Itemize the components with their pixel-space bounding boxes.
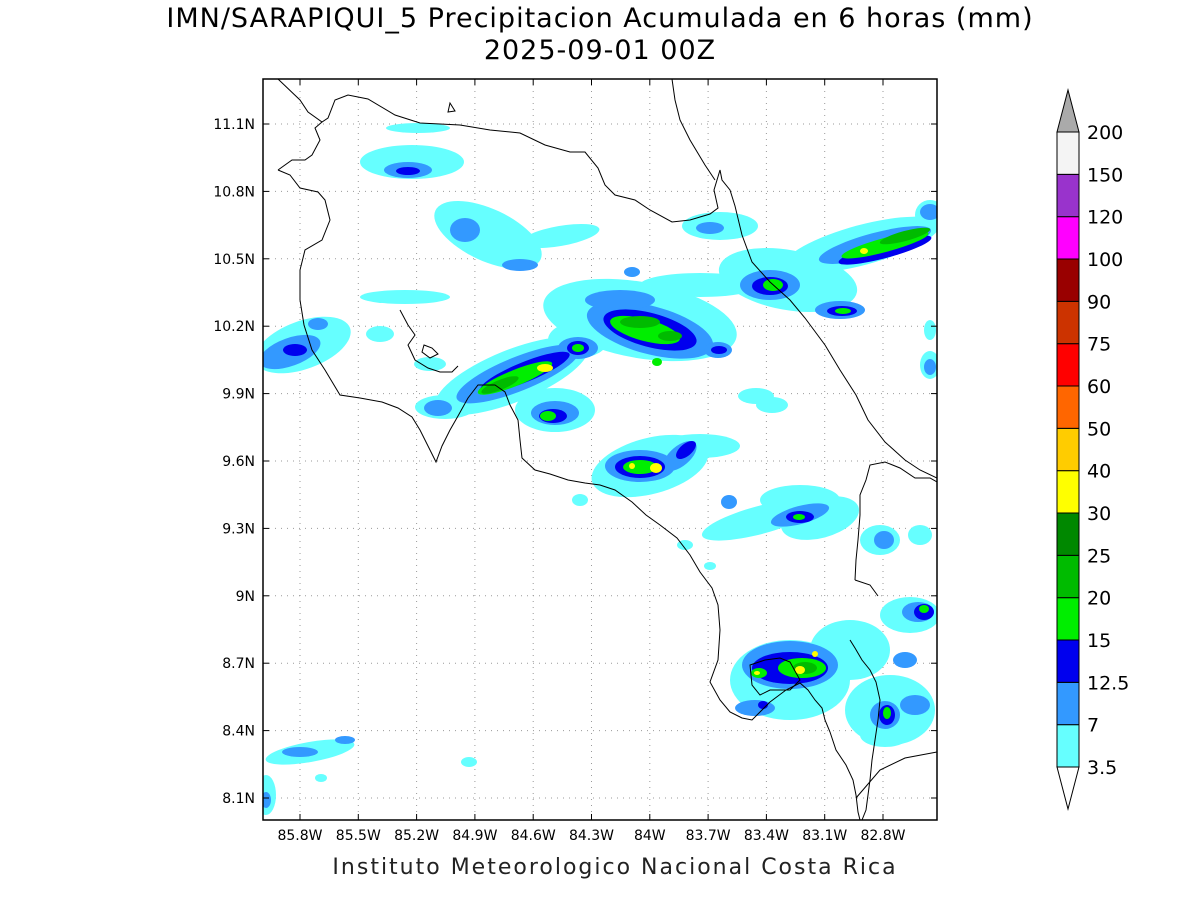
colorbar-swatch [1056, 470, 1080, 514]
colorbar-label: 25 [1087, 545, 1111, 567]
colorbar-label: 200 [1087, 122, 1123, 144]
colorbar-swatch [1056, 343, 1080, 387]
colorbar-high-triangle [1056, 88, 1080, 133]
colorbar-swatch [1056, 216, 1080, 260]
map-gridlines [263, 79, 937, 820]
colorbar-swatch [1056, 724, 1080, 768]
precip-colorbar: 3.5 7 12.5 15 20 25 30 40 50 60 75 90 100 120 150 200 [1056, 88, 1129, 811]
map-frame [262, 78, 938, 821]
colorbar-swatch [1056, 258, 1080, 302]
lon-tick-label: 83.7W [686, 828, 731, 844]
lon-tick-label: 85.5W [336, 828, 381, 844]
precip-level-20 [481, 227, 931, 674]
coastline [277, 79, 937, 820]
lon-tick-label: 83.4W [744, 828, 789, 844]
colorbar-label: 60 [1087, 376, 1111, 398]
lon-tick-label: 84.6W [511, 828, 556, 844]
colorbar-swatch [1056, 173, 1080, 218]
colorbar-label: 7 [1087, 715, 1099, 737]
colorbar-label: 150 [1087, 164, 1123, 186]
lon-tick-label: 85.2W [394, 828, 439, 844]
map-subtitle: 2025-09-01 00Z [483, 35, 717, 66]
lat-tick-label: 10.5N [213, 252, 255, 268]
colorbar-swatch [1056, 385, 1080, 429]
colorbar-label: 3.5 [1087, 757, 1117, 779]
colorbar-swatch [1056, 300, 1080, 345]
lat-tick-label: 9.6N [222, 454, 255, 470]
colorbar-label: 12.5 [1087, 672, 1129, 694]
colorbar-swatch [1056, 512, 1080, 556]
lon-tick-label: 83.1W [802, 828, 847, 844]
colorbar-label: 90 [1087, 291, 1111, 313]
lat-tick-label: 11.1N [213, 117, 255, 133]
lat-tick-label: 9.9N [222, 387, 255, 403]
lon-tick-label: 84.3W [569, 828, 614, 844]
lon-tick-label: 84W [634, 828, 666, 844]
lon-tick-label: 82.8W [860, 828, 905, 844]
colorbar-swatch [1056, 597, 1080, 641]
colorbar-label: 40 [1087, 461, 1111, 483]
lat-tick-label: 10.8N [213, 184, 255, 200]
lat-tick-label: 10.2N [213, 319, 255, 335]
colorbar-label: 120 [1087, 207, 1123, 229]
lat-tick-label: 9.3N [222, 521, 255, 537]
colorbar-label: 100 [1087, 249, 1123, 271]
longitude-axis: 85.8W 85.5W 85.2W 84.9W 84.6W 84.3W 84W 83.7W 83… [277, 79, 906, 844]
colorbar-label: 30 [1087, 503, 1111, 525]
colorbar-swatch [1056, 427, 1080, 472]
lon-tick-label: 85.8W [277, 828, 322, 844]
credit-text: Instituto Meteorologico Nacional Costa R… [332, 855, 898, 880]
precip-level-3-5 [263, 123, 937, 815]
colorbar-swatch [1056, 681, 1080, 726]
lat-tick-label: 8.7N [222, 656, 255, 672]
colorbar-low-triangle [1056, 766, 1080, 811]
lon-tick-label: 84.9W [452, 828, 497, 844]
colorbar-swatch [1056, 131, 1080, 175]
colorbar-label: 20 [1087, 588, 1111, 610]
map-title: IMN/SARAPIQUI_5 Precipitacion Acumulada … [166, 3, 1034, 34]
colorbar-swatch [1056, 639, 1080, 683]
lat-tick-label: 8.1N [222, 791, 255, 807]
precipitation-field [263, 79, 937, 820]
lat-tick-label: 9N [236, 589, 255, 605]
colorbar-swatch [1056, 554, 1080, 599]
colorbar-label: 15 [1087, 630, 1111, 652]
precip-level-30 [537, 248, 868, 675]
lat-tick-label: 8.4N [222, 724, 255, 740]
latitude-axis: 11.1N 10.8N 10.5N 10.2N 9.9N 9.6N 9.3N 9N 8.7N 8.… [213, 117, 937, 807]
colorbar-label: 50 [1087, 418, 1111, 440]
colorbar-label: 75 [1087, 334, 1111, 356]
